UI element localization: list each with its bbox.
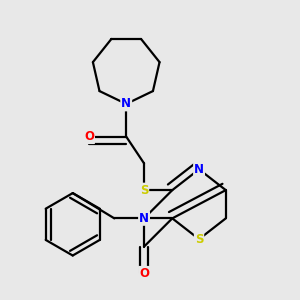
Text: S: S — [140, 184, 148, 196]
Text: N: N — [121, 98, 131, 110]
Text: O: O — [84, 130, 94, 143]
Text: N: N — [194, 163, 204, 176]
Text: O: O — [139, 267, 149, 280]
Text: S: S — [195, 233, 203, 246]
Text: N: N — [139, 212, 149, 225]
